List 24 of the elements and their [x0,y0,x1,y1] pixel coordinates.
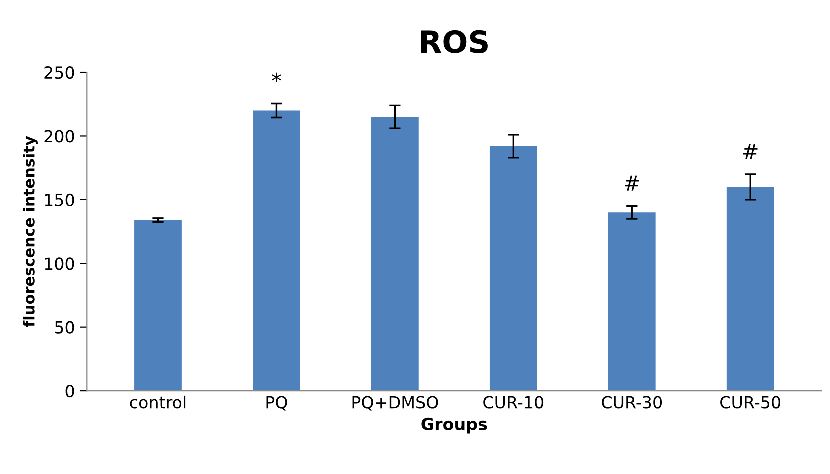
bar [726,187,774,392]
x-tick-label: PQ [266,396,288,411]
annotation: # [743,144,758,160]
x-axis-title: Groups [422,418,488,434]
y-tick-label: 200 [44,130,74,143]
chart-title: ROS [421,30,488,54]
y-tick-label: 100 [45,258,74,270]
x-tick-label: CUR-50 [720,396,780,409]
bar [490,146,538,392]
x-tick-label: CUR-10 [484,396,544,409]
y-tick-label: 0 [66,385,74,398]
y-tick-label: 150 [45,194,74,206]
x-tick-label: PQ+DMSO [352,396,438,411]
bar [253,110,300,392]
bar [608,212,656,392]
y-tick-label: 250 [44,66,74,80]
x-tick-label: CUR-30 [602,396,662,409]
y-tick-label: 50 [55,321,74,334]
y-axis-title: fluorescence intensity [23,136,38,328]
annotation: # [625,176,640,191]
bar [371,117,419,392]
x-tick-label: control [130,396,186,409]
bar [134,220,182,392]
annotation: * [272,72,282,82]
